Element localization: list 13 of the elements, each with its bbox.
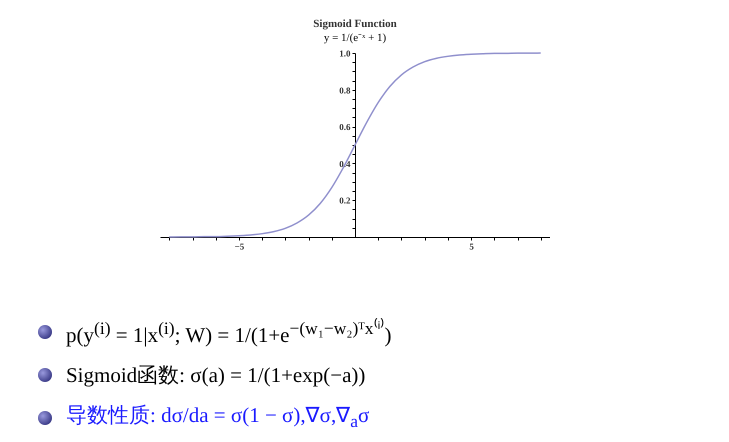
chart-subtitle: y = 1/(e⁻ˣ + 1) [324,32,387,44]
chart-title: Sigmoid Function [313,18,397,30]
y-tick-label: 1.0 [339,48,351,58]
text: p(y$^{(i)}$ = 1|x$^{(i)}$; W) = 1/(1+e$^{−(w₁−w₂)ᵀx⁽ⁱ⁾}$) [66,317,392,349]
y-tick-label: 0.2 [339,196,351,206]
text: 导数性质: dσ/da = σ(1 − σ),∇σ,∇$_{a}$σ [66,402,370,434]
y-tick-label: 0.6 [339,122,351,132]
x-tick-label: −5 [234,242,245,252]
y-tick-label: 0.8 [339,85,351,96]
y-tick-label: 0.4 [339,158,351,169]
line-series [168,52,542,238]
x-tick-label: 5 [469,242,474,252]
text: Sigmoid函数: σ(a) = 1/(1+exp(−a)) [66,362,366,389]
